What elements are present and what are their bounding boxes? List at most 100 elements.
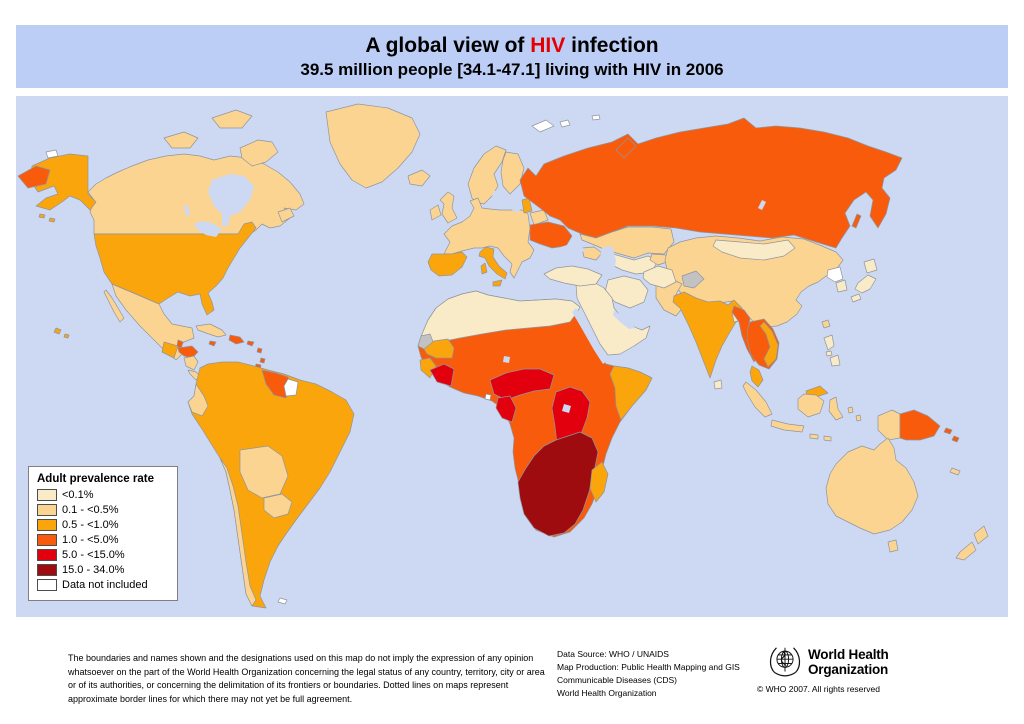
legend-item: <0.1% [37,489,171,501]
credit-data-source: Data Source: WHO / UNAIDS [557,649,669,659]
who-logo-line2: Organization [808,661,889,677]
region-caucasus [581,246,603,261]
region-kazakhstan [579,226,675,259]
region-cuba [195,323,227,338]
great-lakes [194,221,222,237]
region-sardinia [480,262,488,275]
legend-item: 0.5 - <1.0% [37,519,171,531]
region-french-guiana [283,378,299,397]
region-victoria-island [163,131,199,149]
region-sumatra [742,381,773,418]
region-australia [825,437,919,535]
region-iceland [407,169,431,187]
region-newfoundland [277,207,295,223]
region-baja-california [103,289,125,323]
region-belarus [529,209,549,226]
map-legend: Adult prevalence rate <0.1% 0.1 - <0.5% 0.… [28,466,178,601]
region-kyrgyzstan [649,253,671,266]
legend-swatch [37,519,57,531]
lake-chad [503,356,510,363]
black-sea [558,244,586,254]
legend-swatch [37,504,57,516]
region-baffin-island [239,139,279,167]
region-ecuador [187,383,209,417]
region-jamaica [208,340,217,347]
legend-item: 1.0 - <5.0% [37,534,171,546]
legend-item: 15.0 - 34.0% [37,564,171,576]
credit-department: Communicable Diseases (CDS) [557,675,677,685]
legend-label: 0.5 - <1.0% [62,519,119,531]
region-new-caledonia [949,467,961,476]
region-equatorial-guinea [484,393,492,401]
region-borneo [797,393,825,418]
page-title: A global view of HIV infection [16,33,1008,59]
region-sicily [492,279,503,287]
world-map: Adult prevalence rate <0.1% 0.1 - <0.5% 0.… [16,96,1008,617]
region-franz-josef-land [591,114,601,121]
legend-label: 1.0 - <5.0% [62,534,119,546]
region-alaska [29,153,97,211]
boundaries-disclaimer: The boundaries and names shown and the d… [68,653,545,704]
region-malaysia [749,365,764,388]
region-baltic-states [521,197,533,214]
legend-swatch [37,564,57,576]
region-north-korea [826,266,844,283]
copyright-notice: © WHO 2007. All rights reserved [757,684,880,694]
region-russia [519,117,903,249]
region-somalia [609,365,653,421]
region-taiwan [821,319,831,329]
legend-label: 5.0 - <15.0% [62,549,125,561]
region-chukotka [17,165,51,189]
region-spain-portugal [427,251,468,277]
region-kashmir [681,270,705,289]
credit-organization: World Health Organization [557,688,657,698]
lake-victoria [562,404,571,413]
region-india [672,291,745,379]
region-finland [500,151,525,195]
legend-items: <0.1% 0.1 - <0.5% 0.5 - <1.0% 1.0 - <5.0% 5.… [37,489,171,591]
legend-swatch [37,549,57,561]
region-hawaii [53,327,70,339]
region-guatemala [161,341,179,359]
region-united-kingdom [439,191,458,224]
region-sakhalin [851,213,862,229]
region-falkland-islands [277,597,288,605]
region-sulawesi [828,396,844,421]
region-moluccas [847,406,862,422]
region-philippines [823,334,841,367]
caspian-sea [599,246,616,279]
region-mauritania [423,338,455,359]
title-prefix: A global view of [365,34,531,57]
region-wrangel-island [45,149,59,159]
region-nicaragua [183,355,199,371]
lake-winnipeg [184,205,190,216]
legend-item: 0.1 - <0.5% [37,504,171,516]
region-chile [219,457,257,607]
legend-swatch [37,489,57,501]
who-logo-line1: World Health [808,647,889,662]
region-aleutian-islands [38,213,56,223]
region-afghanistan [642,265,677,289]
region-hispaniola [228,334,245,345]
who-logo-text: World Health Organization [808,647,889,677]
region-ireland [429,204,442,221]
hudson-bay [208,174,254,226]
persian-gulf [613,310,636,329]
region-sri-lanka [713,379,723,390]
credit-map-production: Map Production: Public Health Mapping an… [557,662,740,672]
legend-label: <0.1% [62,489,94,501]
region-cote-divoire [429,363,455,387]
legend-label: Data not included [62,579,148,591]
region-lesser-antilles [256,347,266,364]
region-gabon-congo [495,395,517,423]
region-madagascar [589,461,609,503]
region-west-europe [443,197,535,279]
region-novaya-zemlya [615,137,637,159]
legend-item: 5.0 - <15.0% [37,549,171,561]
region-japan [850,258,878,303]
page-subtitle: 39.5 million people [34.1-47.1] living w… [300,60,724,79]
region-vietnam [759,321,779,368]
region-svalbard [531,119,571,133]
region-new-zealand [955,525,989,561]
region-lesser-sunda [809,433,832,442]
